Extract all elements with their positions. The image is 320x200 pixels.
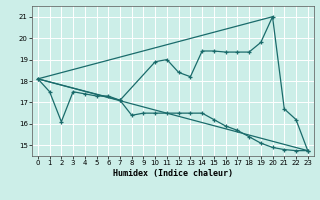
X-axis label: Humidex (Indice chaleur): Humidex (Indice chaleur) [113,169,233,178]
